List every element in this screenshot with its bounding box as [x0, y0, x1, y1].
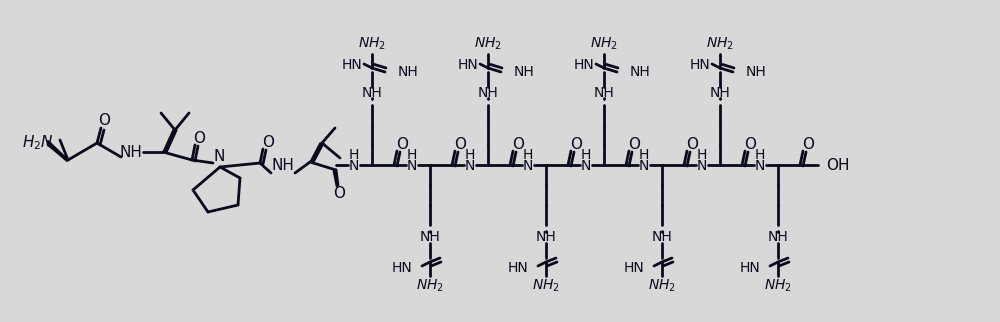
Text: O: O — [396, 137, 408, 151]
Text: NH: NH — [362, 86, 382, 100]
Text: HN: HN — [391, 261, 412, 275]
Text: H: H — [349, 148, 359, 162]
Text: NH: NH — [536, 230, 556, 244]
Text: N: N — [755, 159, 765, 173]
Text: HN: HN — [341, 58, 362, 72]
Text: $NH_2$: $NH_2$ — [474, 36, 502, 52]
Text: $H_2N$: $H_2N$ — [22, 134, 54, 152]
Text: NH: NH — [710, 86, 730, 100]
Text: O: O — [570, 137, 582, 151]
Text: $NH_2$: $NH_2$ — [764, 278, 792, 294]
Text: H: H — [755, 148, 765, 162]
Text: O: O — [744, 137, 756, 151]
Text: O: O — [262, 135, 274, 149]
Text: $NH_2$: $NH_2$ — [416, 278, 444, 294]
Text: NH: NH — [120, 145, 142, 159]
Text: N: N — [581, 159, 591, 173]
Text: N: N — [213, 148, 225, 164]
Polygon shape — [163, 130, 177, 152]
Text: O: O — [686, 137, 698, 151]
Text: N: N — [697, 159, 707, 173]
Text: O: O — [193, 130, 205, 146]
Text: HN: HN — [739, 261, 760, 275]
Text: H: H — [639, 148, 649, 162]
Text: NH: NH — [272, 157, 294, 173]
Text: NH: NH — [478, 86, 498, 100]
Text: N: N — [465, 159, 475, 173]
Text: O: O — [454, 137, 466, 151]
Text: OH: OH — [826, 157, 850, 173]
Text: O: O — [98, 112, 110, 128]
Text: H: H — [581, 148, 591, 162]
Text: H: H — [407, 148, 417, 162]
Text: HN: HN — [623, 261, 644, 275]
Text: NH: NH — [768, 230, 788, 244]
Text: $NH_2$: $NH_2$ — [532, 278, 560, 294]
Text: N: N — [639, 159, 649, 173]
Text: NH: NH — [652, 230, 672, 244]
Text: H: H — [465, 148, 475, 162]
Text: O: O — [628, 137, 640, 151]
Text: N: N — [523, 159, 533, 173]
Text: $NH_2$: $NH_2$ — [706, 36, 734, 52]
Text: O: O — [333, 186, 345, 202]
Text: $NH_2$: $NH_2$ — [590, 36, 618, 52]
Polygon shape — [310, 143, 324, 162]
Text: N: N — [349, 159, 359, 173]
Text: NH: NH — [594, 86, 614, 100]
Text: NH: NH — [746, 65, 767, 79]
Text: HN: HN — [573, 58, 594, 72]
Text: $NH_2$: $NH_2$ — [648, 278, 676, 294]
Text: O: O — [512, 137, 524, 151]
Text: NH: NH — [630, 65, 651, 79]
Text: NH: NH — [514, 65, 535, 79]
Text: NH: NH — [398, 65, 419, 79]
Text: HN: HN — [457, 58, 478, 72]
Text: HN: HN — [689, 58, 710, 72]
Text: O: O — [802, 137, 814, 151]
Text: NH: NH — [420, 230, 440, 244]
Text: N: N — [407, 159, 417, 173]
Text: $NH_2$: $NH_2$ — [358, 36, 386, 52]
Text: H: H — [697, 148, 707, 162]
Text: HN: HN — [507, 261, 528, 275]
Text: H: H — [523, 148, 533, 162]
